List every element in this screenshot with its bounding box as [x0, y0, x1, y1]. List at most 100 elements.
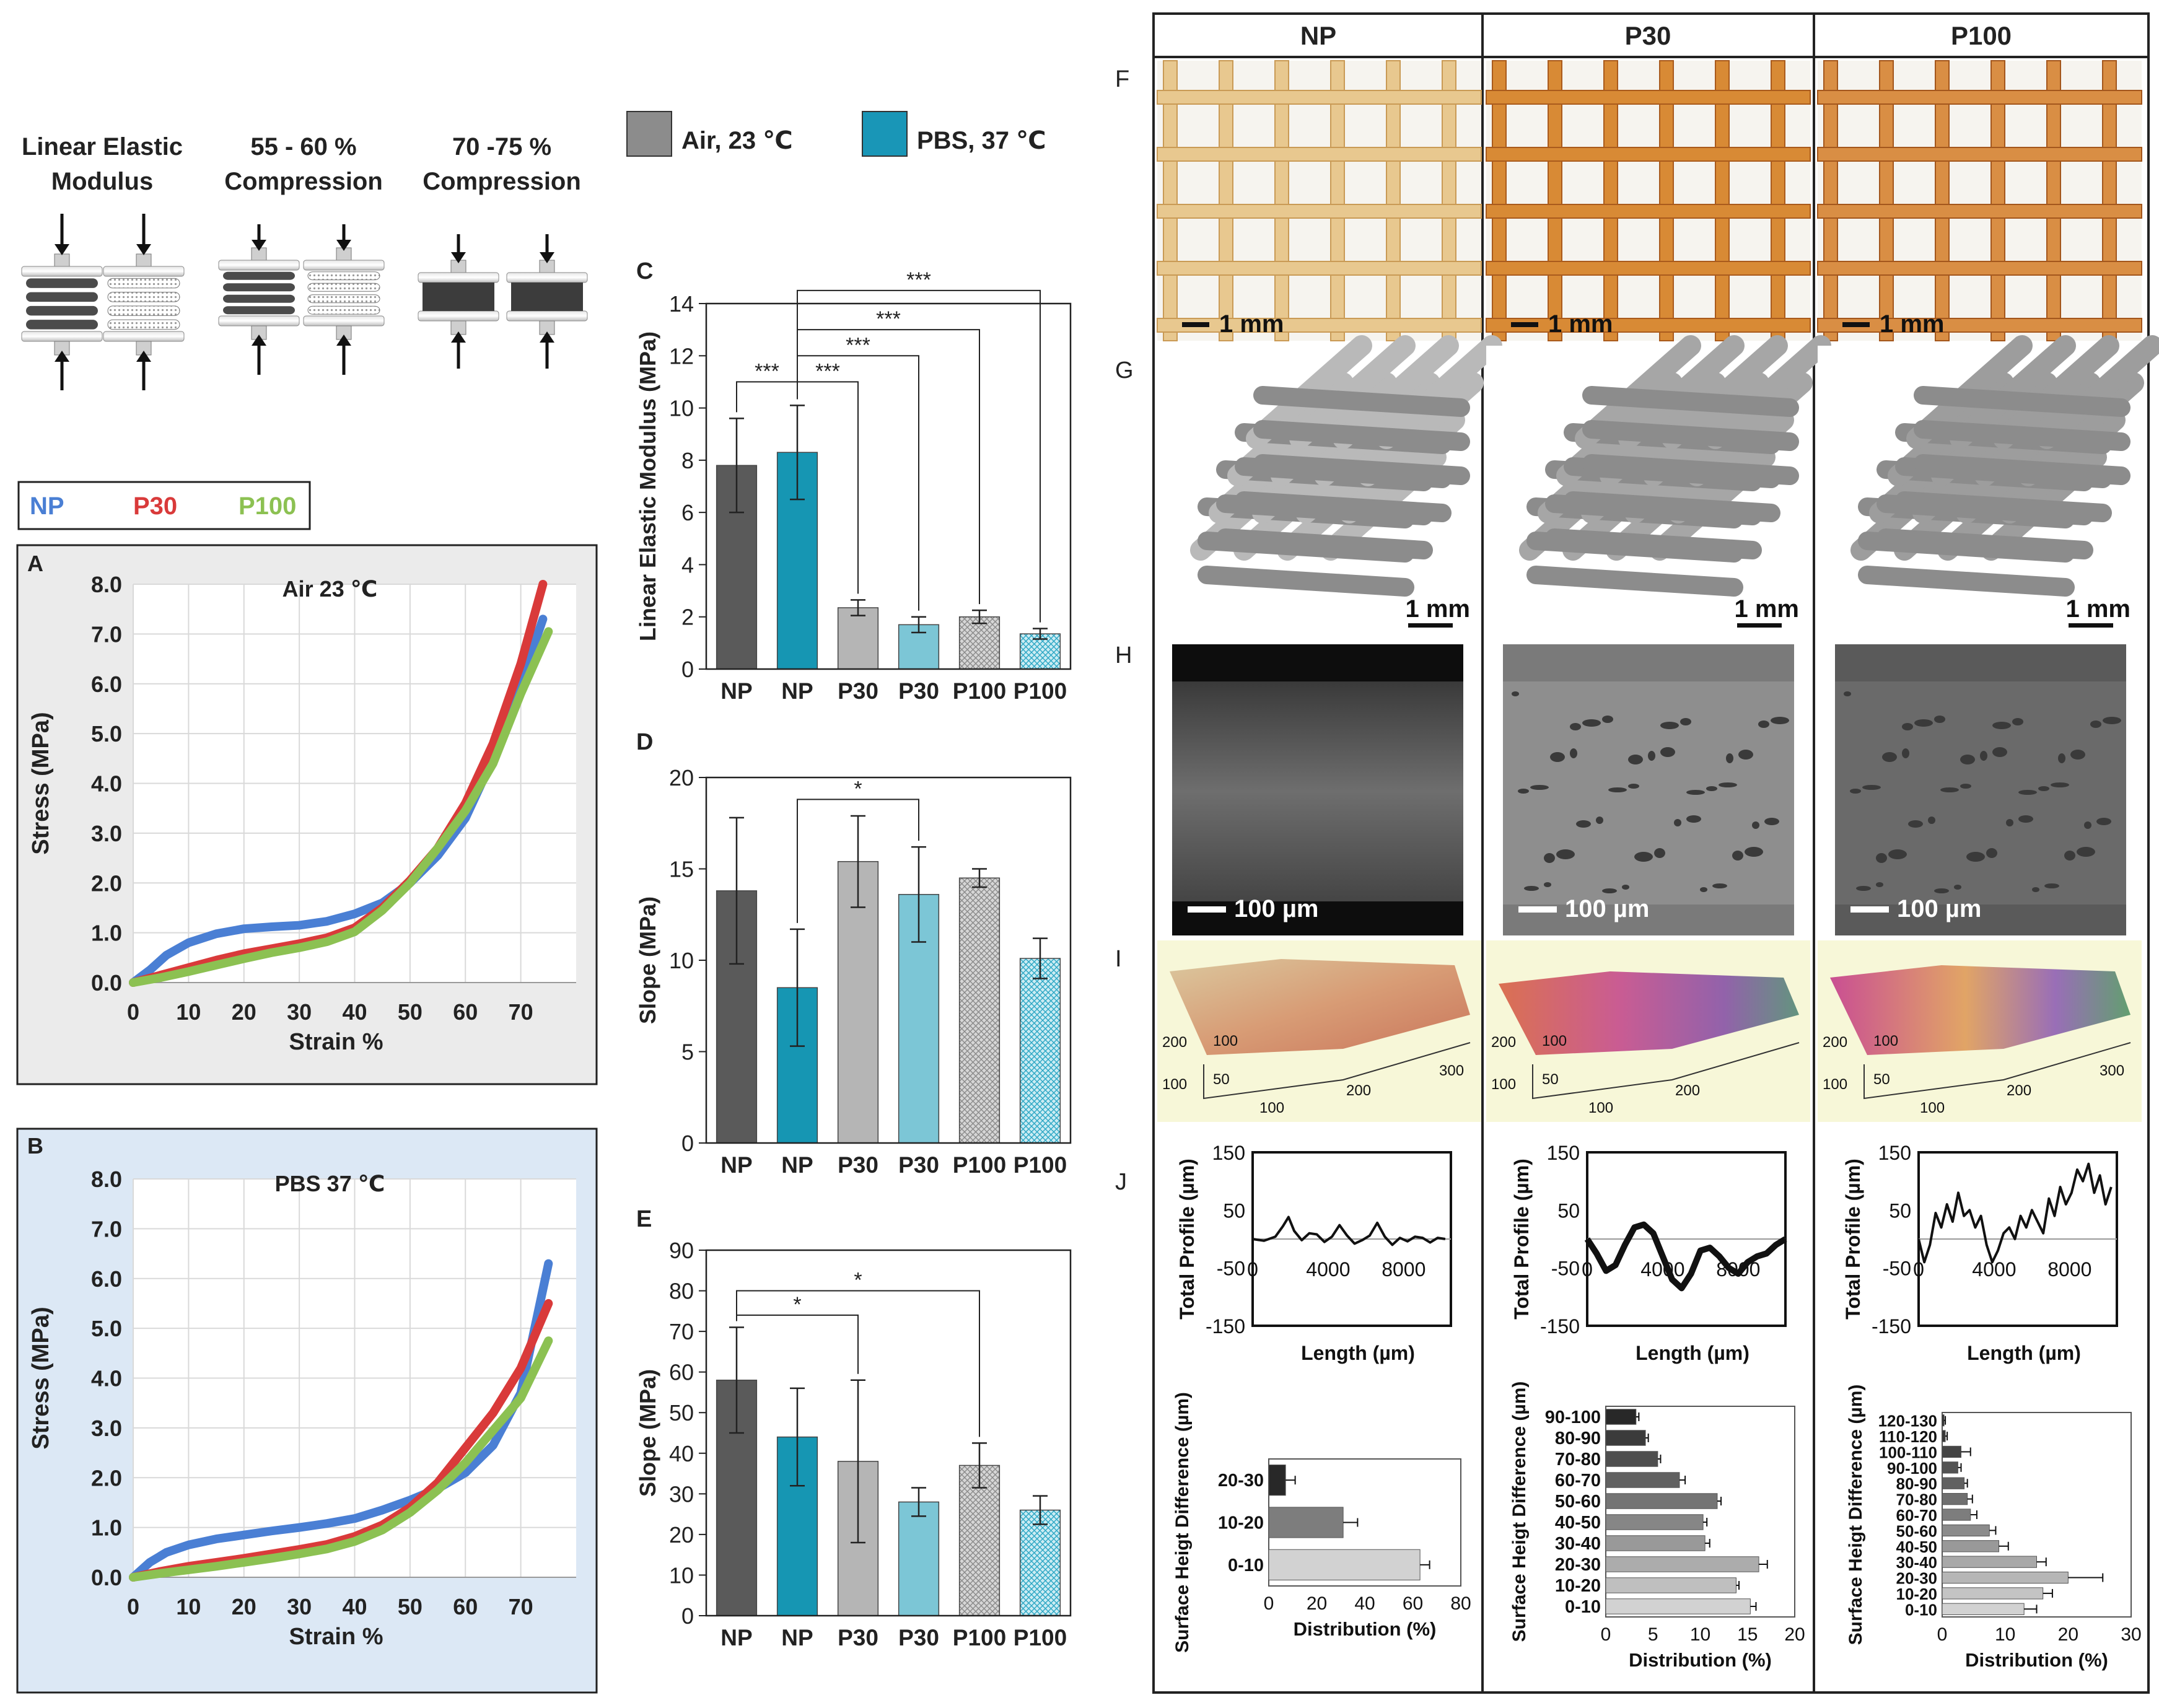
- filament-horizontal: [1157, 147, 1482, 162]
- sem-pore: [1726, 753, 1733, 763]
- sem-pore: [1660, 722, 1679, 729]
- filament-horizontal: [1817, 318, 2142, 333]
- plate-bottom: [21, 331, 103, 342]
- y-axis-label: Surface Heigt Difference (µm): [1509, 1382, 1530, 1642]
- sem-pore: [1634, 852, 1653, 862]
- y-tick-label: 70: [669, 1319, 694, 1344]
- category-label: 20-30: [1896, 1569, 1938, 1588]
- bar-p100-pbs: [1019, 1509, 1061, 1616]
- significance-label: ***: [876, 307, 901, 331]
- x-tick-label: P30: [898, 1625, 939, 1650]
- filament-horizontal: [1486, 204, 1811, 219]
- sem-pore: [1570, 748, 1577, 758]
- sem-pore: [1876, 853, 1887, 863]
- material-legend: NP P30 P100: [17, 481, 311, 530]
- plate-bottom: [506, 310, 588, 322]
- sem-pore: [1954, 885, 1961, 890]
- sem-pore: [1556, 849, 1575, 859]
- sem-pore: [1686, 815, 1701, 823]
- bar-p30-pbs: [898, 1501, 940, 1616]
- row-i-profilometry: 200 100 100 50 100 200 300 200 100 100 50 100 200 200…: [1157, 940, 2142, 1122]
- material-legend-box: [17, 481, 311, 530]
- x-tick-label: 30: [287, 999, 312, 1025]
- legend-p100: P100: [239, 493, 296, 520]
- dist-bar-20-30: [1942, 1571, 2069, 1584]
- x-tick-label: P100: [953, 1625, 1006, 1650]
- dist-bar-10-20: [1268, 1507, 1344, 1538]
- filament-horizontal: [1817, 261, 2142, 276]
- y-tick-label: 0: [681, 657, 694, 682]
- grid-header-p100: P100: [1951, 21, 2012, 50]
- sem-pore: [1582, 719, 1601, 727]
- axis-tick-label: 100: [1491, 1076, 1516, 1093]
- dist-bar-30-40: [1605, 1535, 1706, 1551]
- x-tick-label: P100: [953, 1152, 1006, 1178]
- axis-tick-label: 50: [1873, 1071, 1890, 1088]
- category-label: 60-70: [1896, 1506, 1938, 1525]
- sem-pore: [1908, 820, 1923, 828]
- y-tick-label: 30: [669, 1481, 694, 1507]
- y-tick-label: 3.0: [91, 821, 122, 846]
- category-label: 50-60: [1555, 1492, 1601, 1512]
- sem-pore: [1524, 886, 1539, 891]
- ct-strut-horizontal: [1582, 386, 1799, 417]
- sem-pore: [1745, 847, 1763, 857]
- y-tick-label: 3.0: [91, 1416, 122, 1441]
- category-label: 90-100: [1887, 1459, 1937, 1478]
- ct-strut-horizontal: [1564, 491, 1780, 522]
- specimen-strut: [26, 305, 98, 316]
- y-tick-label: 8.0: [91, 572, 122, 597]
- sem-pore: [1680, 718, 1691, 725]
- arrow-head: [136, 351, 151, 362]
- x-tick-label: 30: [2121, 1624, 2141, 1645]
- ct-strut-horizontal: [1895, 491, 2112, 522]
- axis-tick-label: 200: [2007, 1082, 2031, 1099]
- surface-axes: [1203, 1042, 1471, 1100]
- y-tick-label: 5.0: [91, 1316, 122, 1341]
- x-tick-label: P100: [1014, 1152, 1067, 1178]
- panel-letter-f: F: [1115, 66, 1129, 92]
- legend-np: NP: [30, 493, 64, 520]
- y-tick-label: 10: [669, 948, 694, 973]
- y-axis-label: Linear Elastic Modulus (MPa): [635, 331, 660, 641]
- ct-strut-diagonal: [1993, 335, 2119, 449]
- y-tick-label: 7.0: [91, 621, 122, 647]
- y-tick-label: 4: [681, 552, 694, 577]
- y-tick-label: 4.0: [91, 771, 122, 797]
- scale-bar-label: 1 mm: [1548, 310, 1613, 338]
- x-tick-label: 0: [1247, 1258, 1258, 1281]
- ct-strut-horizontal: [1858, 566, 2075, 597]
- category-label: 70-80: [1555, 1450, 1601, 1469]
- x-tick-label: P100: [1014, 1625, 1067, 1650]
- sem-pore: [1882, 752, 1897, 762]
- axis-tick-label: 200: [1346, 1082, 1371, 1099]
- image-grid: NP P30 P100: [1152, 12, 2150, 1694]
- x-tick-label: 8000: [2047, 1258, 2091, 1281]
- ct-strut-horizontal: [1253, 386, 1470, 417]
- sem-pore: [1732, 851, 1743, 861]
- y-tick-label: -150: [1540, 1315, 1580, 1338]
- sem-pore: [1844, 691, 1851, 696]
- sem-pore: [1902, 723, 1913, 730]
- sem-pore: [1986, 848, 1997, 858]
- sem-pore: [1700, 887, 1707, 892]
- category-label: 10-20: [1218, 1513, 1264, 1533]
- y-tick-label: 2.0: [91, 870, 122, 896]
- panel-letter-b: B: [27, 1133, 43, 1158]
- ct-strut-horizontal: [1545, 528, 1762, 559]
- x-tick-label: 60: [453, 1594, 478, 1619]
- category-label: 30-40: [1555, 1534, 1601, 1554]
- filament-horizontal: [1486, 261, 1811, 276]
- ct-strut-horizontal: [1582, 454, 1799, 485]
- specimen-strut: [307, 294, 380, 304]
- y-tick-label: 0: [681, 1603, 694, 1629]
- sem-fiber: [1835, 681, 2126, 904]
- filament-horizontal: [1157, 261, 1482, 276]
- significance-bracket: [736, 381, 798, 413]
- category-label: 120-130: [1878, 1412, 1937, 1430]
- sem-pore: [1856, 886, 1871, 891]
- y-axis-label: Stress (MPa): [28, 1307, 54, 1449]
- schematic-label-3b: Compression: [423, 168, 581, 195]
- x-tick-label: 20: [1307, 1593, 1327, 1614]
- schematic-label-1b: Modulus: [51, 168, 153, 195]
